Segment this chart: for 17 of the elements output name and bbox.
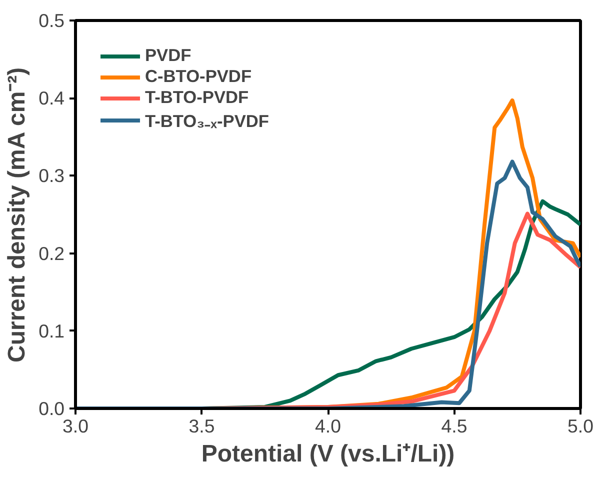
x-tick-label: 4.0: [315, 416, 341, 436]
legend-label: T-BTO₃₋ₓ-PVDF: [145, 110, 270, 132]
y-tick-label: 0.0: [38, 398, 65, 419]
y-tick-label: 0.5: [38, 10, 65, 31]
y-tick-label: 0.4: [38, 88, 65, 109]
x-tick-label: 4.5: [441, 416, 468, 436]
legend-label: C-BTO-PVDF: [145, 66, 252, 87]
x-axis-title: Potential (V (vs.Li⁺/Li)): [201, 440, 455, 468]
legend-label: T-BTO-PVDF: [145, 87, 249, 108]
y-tick-label: 0.2: [38, 242, 65, 264]
y-tick-label: 0.1: [38, 320, 65, 342]
x-tick-label: 3.0: [62, 416, 88, 436]
x-tick-label: 5.0: [568, 416, 594, 436]
y-tick-label: 0.3: [38, 165, 65, 186]
y-axis-title: Current density (mA cm⁻²): [4, 67, 31, 363]
x-tick-label: 3.5: [188, 416, 215, 436]
legend-label: PVDF: [145, 45, 192, 66]
